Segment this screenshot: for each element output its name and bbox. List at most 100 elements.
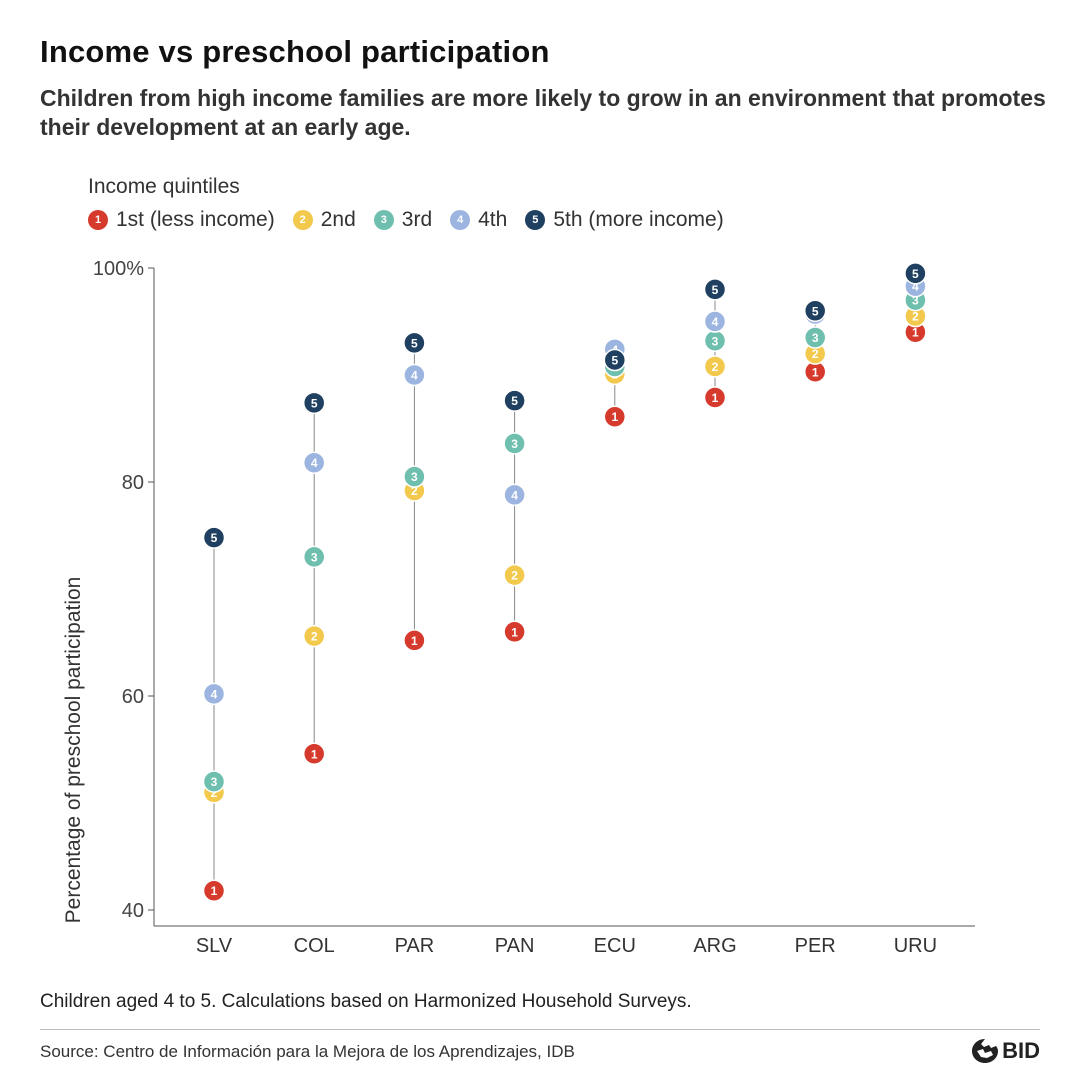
x-tick-label: ECU bbox=[594, 935, 636, 957]
data-points: 1234512345123451234512345123451234512345 bbox=[202, 262, 927, 902]
y-tick-label: 40 bbox=[122, 900, 144, 922]
data-point-marker bbox=[302, 545, 326, 569]
y-tick-label: 100% bbox=[93, 258, 144, 280]
data-point-label: 2 bbox=[812, 347, 819, 361]
y-tick-label: 60 bbox=[122, 686, 144, 708]
data-point-marker bbox=[202, 770, 226, 793]
data-point-label: 5 bbox=[211, 531, 218, 545]
data-point-marker bbox=[503, 563, 526, 587]
data-point-marker bbox=[403, 465, 426, 488]
data-point: 1 bbox=[503, 620, 526, 644]
data-point-marker bbox=[302, 391, 326, 415]
data-point-label: 3 bbox=[211, 775, 218, 789]
data-point-marker bbox=[302, 451, 326, 474]
data-point-marker bbox=[603, 405, 627, 428]
data-point-label: 5 bbox=[712, 283, 719, 297]
data-point-marker bbox=[302, 624, 326, 648]
data-point-label: 3 bbox=[912, 294, 919, 308]
legend-label-2nd: 2nd bbox=[320, 208, 356, 231]
y-tick-label: 80 bbox=[122, 472, 144, 494]
data-point-label: 4 bbox=[912, 280, 919, 294]
data-point-label: 5 bbox=[611, 354, 618, 368]
legend-title: Income quintiles bbox=[88, 175, 240, 198]
bid-logo-icon bbox=[972, 1039, 999, 1063]
data-point-label: 1 bbox=[611, 410, 618, 424]
legend-label-5th: 5th (more income) bbox=[553, 208, 724, 231]
data-point-label: 3 bbox=[411, 470, 418, 484]
data-point-label: 5 bbox=[311, 396, 318, 410]
data-point-marker bbox=[503, 483, 526, 507]
data-point-marker bbox=[503, 432, 526, 455]
data-point-marker bbox=[703, 310, 727, 333]
data-point-label: 3 bbox=[812, 331, 819, 345]
legend-item-4th: 4 4th bbox=[450, 208, 507, 232]
data-point-label: 3 bbox=[311, 550, 318, 564]
x-tick-label: PAR bbox=[395, 935, 435, 957]
data-point: 1 bbox=[403, 629, 426, 652]
data-point-label: 4 bbox=[411, 369, 418, 383]
legend: 1 1st (less income) 2 2nd 3 3rd 4 4th 5 … bbox=[88, 206, 742, 234]
data-point-marker bbox=[202, 879, 226, 902]
data-point-label: 4 bbox=[211, 687, 218, 701]
x-tick-labels: SLV COL PAR PAN ECU ARG PER URU bbox=[196, 935, 937, 957]
chart-subtitle: Children from high income families are m… bbox=[40, 85, 1046, 140]
x-tick-label: ARG bbox=[693, 935, 736, 957]
dot-plot: Percentage of preschool participation 10… bbox=[62, 258, 975, 957]
data-point: 5 bbox=[803, 299, 827, 323]
data-point-marker bbox=[403, 629, 426, 652]
data-point-label: 2 bbox=[511, 569, 518, 583]
data-point: 4 bbox=[503, 483, 526, 507]
data-point-marker bbox=[202, 526, 226, 549]
data-point-marker bbox=[803, 326, 827, 349]
data-point-marker bbox=[703, 386, 727, 409]
data-point-label: 4 bbox=[311, 456, 318, 470]
data-point-label: 5 bbox=[511, 394, 518, 408]
data-point: 1 bbox=[603, 405, 627, 428]
x-tick-label: URU bbox=[894, 935, 937, 957]
legend-label-3rd: 3rd bbox=[401, 208, 433, 231]
legend-marker-1st: 1 bbox=[88, 210, 108, 230]
data-point-label: 1 bbox=[712, 391, 719, 405]
data-point-label: 2 bbox=[311, 630, 318, 644]
data-point: 1 bbox=[302, 742, 326, 766]
legend-item-1st: 1 1st (less income) bbox=[88, 208, 275, 232]
data-point: 5 bbox=[202, 526, 226, 549]
chart-title: Income vs preschool participation bbox=[40, 34, 550, 69]
data-point-label: 1 bbox=[311, 747, 318, 761]
data-point: 2 bbox=[703, 355, 727, 378]
data-point-marker bbox=[202, 682, 226, 706]
data-point: 5 bbox=[302, 391, 326, 415]
data-point-marker bbox=[403, 331, 426, 355]
data-point-marker bbox=[904, 262, 927, 285]
data-point: 4 bbox=[703, 310, 727, 333]
data-point: 5 bbox=[703, 278, 727, 301]
data-point-marker bbox=[703, 278, 727, 301]
legend-label-4th: 4th bbox=[478, 208, 508, 231]
data-point-label: 5 bbox=[411, 336, 418, 350]
legend-marker-2nd: 2 bbox=[292, 210, 313, 230]
data-point: 4 bbox=[403, 363, 426, 387]
data-point-marker bbox=[503, 389, 526, 412]
data-point-label: 5 bbox=[812, 304, 819, 318]
data-point-label: 1 bbox=[912, 326, 919, 340]
data-point: 3 bbox=[703, 329, 727, 353]
data-point-marker bbox=[503, 620, 526, 644]
data-point-marker bbox=[603, 348, 627, 372]
legend-item-3rd: 3 3rd bbox=[373, 208, 433, 232]
data-point-marker bbox=[703, 355, 727, 378]
footnote: Children aged 4 to 5. Calculations based… bbox=[40, 991, 692, 1012]
data-point: 5 bbox=[904, 262, 927, 285]
data-point-label: 5 bbox=[912, 267, 919, 281]
legend-marker-3rd: 3 bbox=[373, 210, 394, 230]
legend-item-2nd: 2 2nd bbox=[292, 208, 356, 232]
data-point-label: 2 bbox=[712, 360, 719, 374]
bid-logo-text: BID bbox=[1002, 1038, 1040, 1063]
data-point: 3 bbox=[503, 432, 526, 455]
data-point: 2 bbox=[302, 624, 326, 648]
data-point-label: 2 bbox=[411, 484, 418, 498]
data-point-label: 1 bbox=[411, 634, 418, 648]
divider bbox=[40, 1029, 1040, 1030]
data-point: 3 bbox=[403, 465, 426, 488]
data-point: 3 bbox=[202, 770, 226, 793]
data-point-marker bbox=[302, 742, 326, 766]
